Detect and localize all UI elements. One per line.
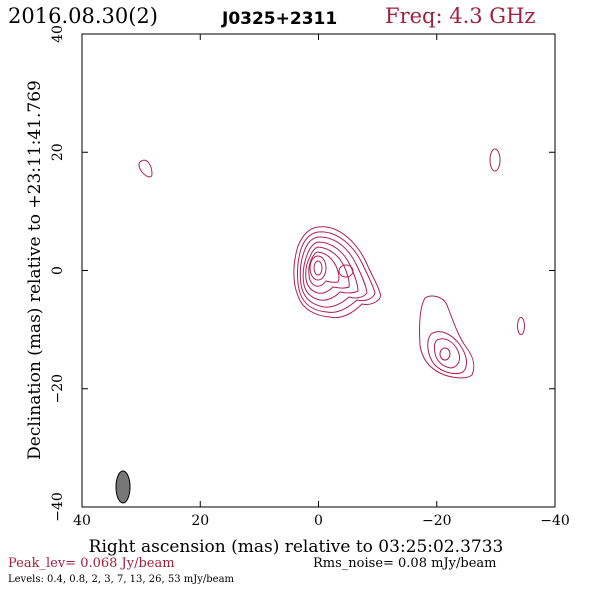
core-contour-5 bbox=[305, 246, 350, 294]
x-tick-label: 20 bbox=[191, 513, 209, 529]
y-tick-label: −40 bbox=[50, 492, 66, 522]
axis-tick-labels: 40 20 0 −20 −40 40 20 0 −20 −40 bbox=[50, 25, 570, 529]
y-tick-label: 20 bbox=[50, 143, 66, 161]
x-tick-label: −40 bbox=[540, 513, 570, 529]
source-name: J0325+2311 bbox=[221, 9, 337, 29]
frequency-label: Freq: 4.3 GHz bbox=[385, 4, 535, 28]
y-tick-label: −20 bbox=[50, 374, 66, 404]
jet-knot-contour-1 bbox=[419, 295, 475, 379]
beam-ellipse bbox=[115, 470, 131, 504]
y-tick-label: 40 bbox=[50, 25, 66, 43]
blob-right bbox=[517, 317, 525, 335]
x-tick-label: −20 bbox=[422, 513, 452, 529]
x-tick-label: 0 bbox=[314, 513, 323, 529]
plot-frame bbox=[81, 33, 556, 508]
peak-level: Peak_lev= 0.068 Jy/beam bbox=[8, 556, 175, 571]
x-tick-label: 40 bbox=[73, 513, 91, 529]
core-secondary-contour bbox=[338, 264, 354, 278]
blob-upper-left bbox=[138, 159, 153, 178]
core-contour-3 bbox=[299, 236, 368, 308]
jet-knot-contour-2 bbox=[427, 331, 468, 375]
axis-ticks bbox=[81, 33, 556, 508]
jet-knot-contour-4 bbox=[439, 347, 451, 361]
core-contour-6 bbox=[308, 251, 340, 287]
y-tick-label: 0 bbox=[50, 266, 66, 275]
core-contour-1 bbox=[293, 226, 381, 319]
core-contour-2 bbox=[297, 231, 376, 313]
jet-knot-contour-3 bbox=[433, 338, 461, 369]
core-contour-7 bbox=[309, 255, 327, 281]
contour-layer bbox=[138, 148, 525, 379]
y-axis-label: Declination (mas) relative to +23:11:41.… bbox=[25, 80, 45, 460]
x-axis-label: Right ascension (mas) relative to 03:25:… bbox=[89, 537, 504, 557]
contour-levels: Levels: 0.4, 0.8, 2, 3, 7, 13, 26, 53 mJ… bbox=[8, 574, 235, 585]
observation-date: 2016.08.30(2) bbox=[8, 4, 158, 28]
jet-knot-contours bbox=[419, 295, 475, 379]
core-contour-4 bbox=[302, 241, 359, 301]
rms-noise: Rms_noise= 0.08 mJy/beam bbox=[313, 556, 496, 571]
blob-upper-right bbox=[489, 148, 501, 172]
core-contours bbox=[293, 226, 381, 319]
core-contour-8 bbox=[313, 260, 323, 276]
